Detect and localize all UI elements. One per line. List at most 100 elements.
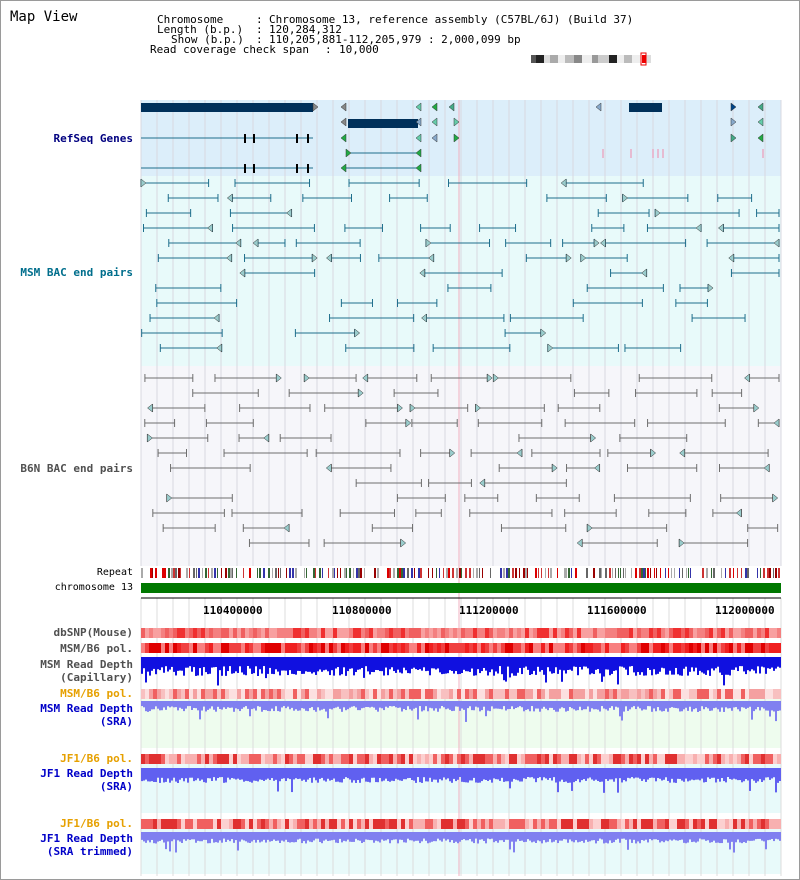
polymorphism-bin <box>481 643 485 653</box>
read-depth-bin <box>159 657 161 671</box>
read-depth-bin <box>213 768 215 778</box>
read-depth-bin <box>211 832 213 839</box>
read-depth-bin <box>235 701 237 709</box>
polymorphism-bin <box>561 689 565 699</box>
read-depth-bin <box>477 657 479 670</box>
repeat-element <box>353 568 354 578</box>
polymorphism-bin <box>389 754 393 764</box>
track-label-msm-read-depth-sra[interactable]: MSM Read Depth <box>40 702 133 715</box>
track-label-msm-b6-pol[interactable]: MSM/B6 pol. <box>60 642 133 655</box>
bac-end-marker <box>650 448 657 458</box>
polymorphism-bin <box>581 643 585 653</box>
ideogram-band <box>617 55 624 63</box>
read-depth-bin <box>567 657 569 670</box>
polymorphism-bin <box>665 754 669 764</box>
polymorphism-bin <box>241 628 245 638</box>
track-label-jf1-b6-pol-trimmed[interactable]: JF1/B6 pol. <box>60 817 133 830</box>
read-depth-bin <box>203 701 205 707</box>
repeat-element <box>641 568 643 578</box>
read-depth-bin <box>347 768 349 779</box>
read-depth-bin <box>311 768 313 783</box>
polymorphism-bin <box>149 689 153 699</box>
polymorphism-bin <box>653 628 657 638</box>
polymorphism-bin <box>477 643 481 653</box>
polymorphism-bin <box>613 754 617 764</box>
polymorphism-bin <box>621 689 625 699</box>
read-depth-bin <box>441 701 443 707</box>
read-depth-bin <box>273 832 275 840</box>
read-depth-bin <box>391 657 393 668</box>
read-depth-bin <box>775 657 777 669</box>
read-depth-bin <box>305 701 307 711</box>
read-depth-bin <box>603 832 605 844</box>
polymorphism-bin <box>273 819 277 829</box>
polymorphism-bin <box>617 643 621 653</box>
read-depth-bin <box>223 832 225 839</box>
read-depth-bin <box>181 701 183 709</box>
polymorphism-bin <box>261 628 265 638</box>
polymorphism-bin <box>413 689 417 699</box>
read-depth-bin <box>761 832 763 841</box>
read-depth-bin <box>693 701 695 710</box>
read-depth-bin <box>435 701 437 709</box>
repeat-element <box>635 568 637 578</box>
track-label-jf1-b6-pol[interactable]: JF1/B6 pol. <box>60 752 133 765</box>
polymorphism-bin <box>365 819 369 829</box>
track-label-msm-read-depth-capillary[interactable]: MSM Read Depth <box>40 658 133 671</box>
polymorphism-bin <box>441 628 445 638</box>
polymorphism-bin <box>609 754 613 764</box>
polymorphism-bin <box>401 628 405 638</box>
polymorphism-bin <box>325 754 329 764</box>
polymorphism-bin <box>769 643 773 653</box>
read-depth-bin <box>639 832 641 844</box>
polymorphism-bin <box>533 689 537 699</box>
read-depth-bin <box>205 701 207 712</box>
track-label-jf1-read-depth-trimmed[interactable]: JF1 Read Depth <box>40 832 133 845</box>
track-label-dbsnp[interactable]: dbSNP(Mouse) <box>53 626 133 639</box>
read-depth-bin <box>421 768 423 783</box>
polymorphism-bin <box>677 689 681 699</box>
repeat-element <box>452 568 454 578</box>
bac-end-marker <box>773 238 780 248</box>
polymorphism-bin <box>525 689 529 699</box>
polymorphism-bin <box>661 754 665 764</box>
polymorphism-bin <box>681 819 685 829</box>
polymorphism-bin <box>761 819 765 829</box>
track-label-b6n-bac[interactable]: B6N BAC end pairs <box>20 462 133 475</box>
polymorphism-bin <box>637 628 641 638</box>
read-depth-bin <box>177 701 179 711</box>
read-depth-bin <box>343 701 345 708</box>
track-label-msm-bac[interactable]: MSM BAC end pairs <box>20 266 133 279</box>
read-depth-bin <box>649 657 651 670</box>
read-depth-bin <box>203 768 205 783</box>
polymorphism-bin <box>357 689 361 699</box>
read-depth-bin <box>399 657 401 673</box>
polymorphism-bin <box>469 754 473 764</box>
read-depth-bin <box>543 701 545 707</box>
read-depth-bin <box>369 701 371 708</box>
read-depth-bin <box>643 701 645 710</box>
read-depth-bin <box>289 701 291 710</box>
read-depth-bin <box>357 657 359 670</box>
read-depth-bin <box>621 768 623 783</box>
read-depth-bin <box>313 701 315 711</box>
track-label-refseq[interactable]: RefSeq Genes <box>53 132 133 145</box>
polymorphism-bin <box>357 628 361 638</box>
polymorphism-bin <box>633 754 637 764</box>
polymorphism-bin <box>265 754 269 764</box>
read-depth-bin <box>561 768 563 780</box>
bac-end-marker <box>166 493 173 503</box>
polymorphism-bin <box>741 628 745 638</box>
read-depth-bin <box>641 832 643 840</box>
read-depth-bin <box>541 657 543 671</box>
track-label-msm-b6-pol-sra[interactable]: MSM/B6 pol. <box>60 687 133 700</box>
track-label-jf1-read-depth-sra[interactable]: JF1 Read Depth <box>40 767 133 780</box>
read-depth-bin <box>383 657 385 676</box>
read-depth-bin <box>237 768 239 779</box>
repeat-element <box>356 568 358 578</box>
repeat-element <box>263 568 265 578</box>
polymorphism-bin <box>749 628 753 638</box>
repeat-element <box>459 568 461 578</box>
read-depth-bin <box>645 832 647 840</box>
